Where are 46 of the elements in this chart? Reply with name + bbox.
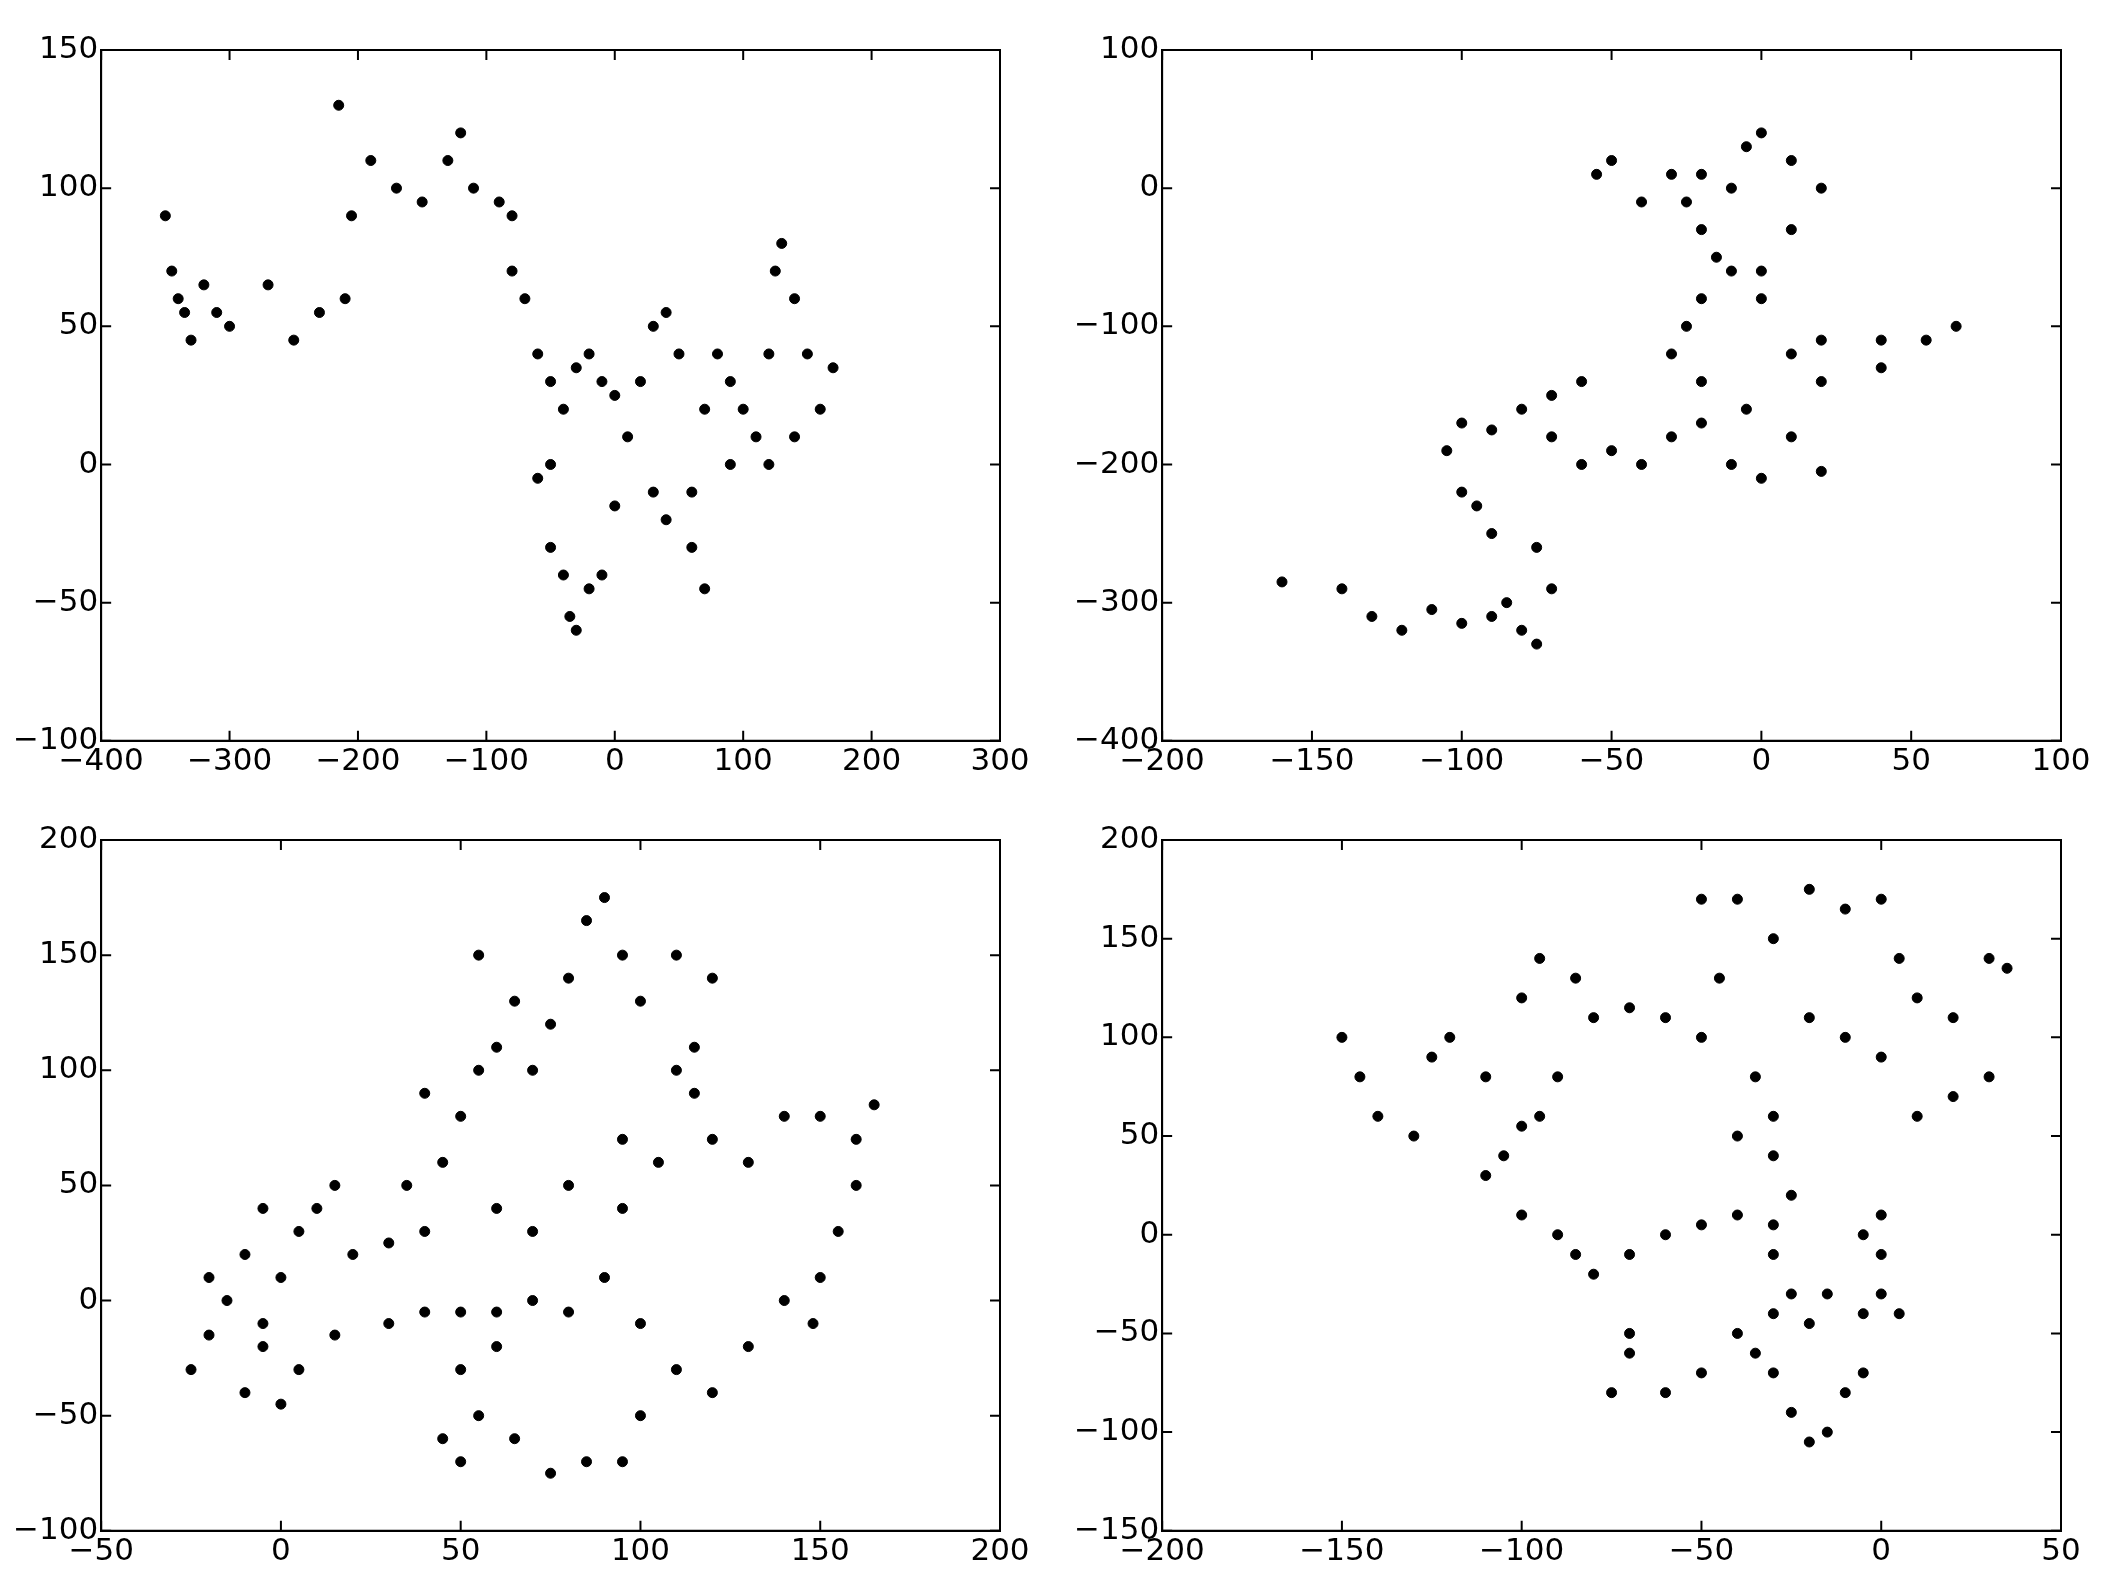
x-tick-label: −150 bbox=[1269, 741, 1355, 778]
y-tick-label: −50 bbox=[32, 1394, 99, 1431]
x-tick-label: 150 bbox=[790, 1531, 850, 1568]
x-tick-label: 200 bbox=[842, 741, 902, 778]
y-tick-label: 0 bbox=[78, 443, 99, 480]
x-tick-label: −50 bbox=[1668, 1531, 1735, 1568]
x-tick-label: 0 bbox=[604, 741, 625, 778]
x-tick-label: −100 bbox=[1479, 1531, 1565, 1568]
y-tick-label: 100 bbox=[1099, 29, 1160, 66]
y-tick-label: −50 bbox=[1093, 1312, 1160, 1349]
x-tick-label: −300 bbox=[186, 741, 273, 778]
y-tick-label: 150 bbox=[38, 29, 99, 66]
x-tick-label: 0 bbox=[1751, 741, 1772, 778]
y-tick-label: 100 bbox=[38, 167, 99, 204]
x-tick-label: 50 bbox=[2041, 1531, 2081, 1568]
x-tick-label: −100 bbox=[443, 741, 529, 778]
y-tick-label: 200 bbox=[38, 819, 99, 856]
y-tick-label: −100 bbox=[1073, 1411, 1160, 1448]
x-tick-label: 100 bbox=[2031, 741, 2091, 778]
y-tick-label: 100 bbox=[38, 1049, 99, 1086]
y-tick-label: 50 bbox=[1119, 1115, 1160, 1152]
y-tick-label: −200 bbox=[1073, 443, 1160, 480]
x-tick-label: −200 bbox=[315, 741, 401, 778]
y-tick-label: 150 bbox=[1099, 917, 1160, 954]
x-tick-label: 100 bbox=[610, 1531, 671, 1568]
x-tick-label: 300 bbox=[970, 741, 1030, 778]
x-tick-label: 0 bbox=[1871, 1531, 1892, 1568]
x-tick-label: −50 bbox=[1578, 741, 1645, 778]
y-tick-label: 200 bbox=[1099, 819, 1160, 856]
x-tick-label: 50 bbox=[1891, 741, 1931, 778]
x-tick-label: −100 bbox=[1419, 741, 1505, 778]
y-tick-label: 0 bbox=[1139, 167, 1160, 204]
y-tick-label: −50 bbox=[32, 581, 99, 618]
y-tick-label: −100 bbox=[1073, 305, 1160, 342]
y-tick-label: 100 bbox=[1099, 1016, 1160, 1053]
y-tick-label: 150 bbox=[38, 934, 99, 971]
x-tick-label: 0 bbox=[271, 1531, 291, 1568]
y-tick-label: 50 bbox=[58, 1164, 99, 1201]
y-tick-label: 50 bbox=[58, 305, 99, 342]
x-tick-label: 50 bbox=[440, 1531, 481, 1568]
x-tick-label: 200 bbox=[970, 1531, 1030, 1568]
x-tick-label: −150 bbox=[1299, 1531, 1385, 1568]
y-tick-label: 0 bbox=[78, 1279, 99, 1316]
y-tick-label: −300 bbox=[1073, 581, 1160, 618]
y-tick-label: 0 bbox=[1139, 1213, 1160, 1250]
x-tick-label: 100 bbox=[713, 741, 773, 778]
